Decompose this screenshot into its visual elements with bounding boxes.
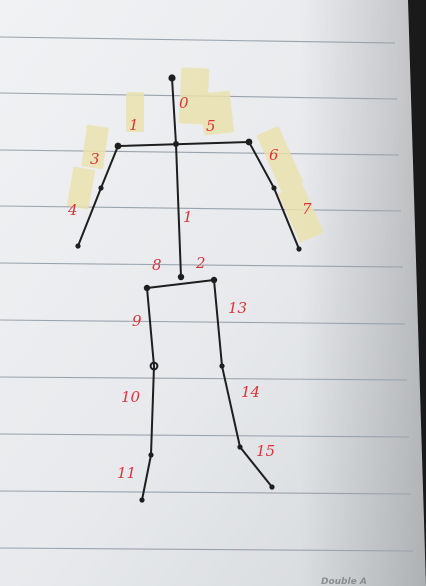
label-12: 2 (195, 254, 206, 272)
paper-brand: Double A (321, 577, 367, 586)
label-13: 13 (228, 299, 247, 317)
label-11: 11 (117, 464, 136, 482)
label-2: 1 (129, 116, 139, 134)
label-6: 6 (269, 146, 279, 164)
label-14: 14 (241, 383, 260, 401)
label-4: 4 (67, 201, 78, 219)
label-8: 8 (152, 256, 162, 274)
label-5: 5 (206, 117, 216, 135)
joint-labels: 0 1 1 3 4 5 6 7 8 2 9 13 10 14 11 15 (67, 94, 312, 482)
label-15: 15 (256, 442, 275, 460)
label-9: 9 (132, 312, 142, 330)
tape-strips (67, 67, 324, 243)
label-1: 1 (183, 208, 193, 226)
joint-markers (75, 74, 302, 503)
label-10: 10 (121, 388, 141, 406)
ruled-lines (0, 36, 414, 552)
label-7: 7 (302, 200, 312, 218)
label-3: 3 (90, 150, 100, 168)
label-0: 0 (179, 94, 189, 112)
